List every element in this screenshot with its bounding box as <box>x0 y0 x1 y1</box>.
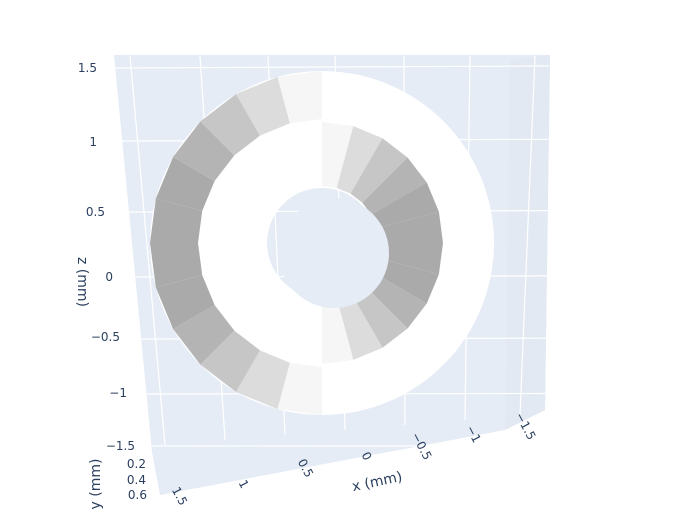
x-axis-title: x (mm) <box>351 469 404 495</box>
y-tick-label: 0.2 <box>127 457 146 471</box>
torus-inner-patch <box>350 138 408 203</box>
torus-inner-patch <box>362 157 427 215</box>
z-tick-label: 0.5 <box>86 205 105 219</box>
z-tick-label: −1.5 <box>106 439 135 453</box>
z-axis-title: z (mm) <box>74 257 90 307</box>
torus-inner-patch <box>322 122 354 188</box>
torus-outer-patch <box>155 157 215 211</box>
torus-inner-patch <box>362 271 427 329</box>
torus-body <box>150 71 494 415</box>
torus-outer-patch <box>277 71 322 124</box>
torus-outer-patch <box>150 243 203 288</box>
torus-outer-patch <box>277 362 322 415</box>
torus-inner-patch <box>371 257 439 304</box>
torus-inner-patch <box>371 182 439 229</box>
floor-wall-xy <box>152 410 545 495</box>
grid-line-x <box>129 55 166 446</box>
torus-outer-patch <box>173 121 235 181</box>
torus-outer-patch <box>155 275 215 329</box>
torus-inner-patch <box>336 292 383 360</box>
torus-outer-patch <box>173 305 235 365</box>
torus-hole <box>279 198 389 308</box>
y-tick-label: 0.4 <box>127 473 146 487</box>
torus-inner-patch <box>322 298 354 364</box>
y-axis-title: y (mm) <box>88 459 104 510</box>
y-tick-label: 0.6 <box>128 488 147 502</box>
grid-line-z <box>113 65 550 69</box>
torus-inner-patch <box>350 283 408 348</box>
z-tick-label: 1 <box>89 135 97 149</box>
z-tick-label: 0 <box>105 270 113 284</box>
grid-line-x <box>519 55 536 416</box>
torus-inner-patch <box>336 126 383 194</box>
torus-inner-patch <box>377 211 443 243</box>
torus-outer-patch <box>150 198 203 243</box>
torus-outer-patch <box>200 94 260 156</box>
torus-outer-patch <box>236 350 290 410</box>
torus-surface <box>150 71 494 415</box>
z-tick-label: 1.5 <box>78 61 97 75</box>
z-tick-label: −0.5 <box>91 330 120 344</box>
torus-outer-patch <box>236 76 290 136</box>
torus-inner-patch <box>377 243 443 275</box>
z-tick-label: −1 <box>109 386 127 400</box>
torus-outer-patch <box>200 330 260 392</box>
